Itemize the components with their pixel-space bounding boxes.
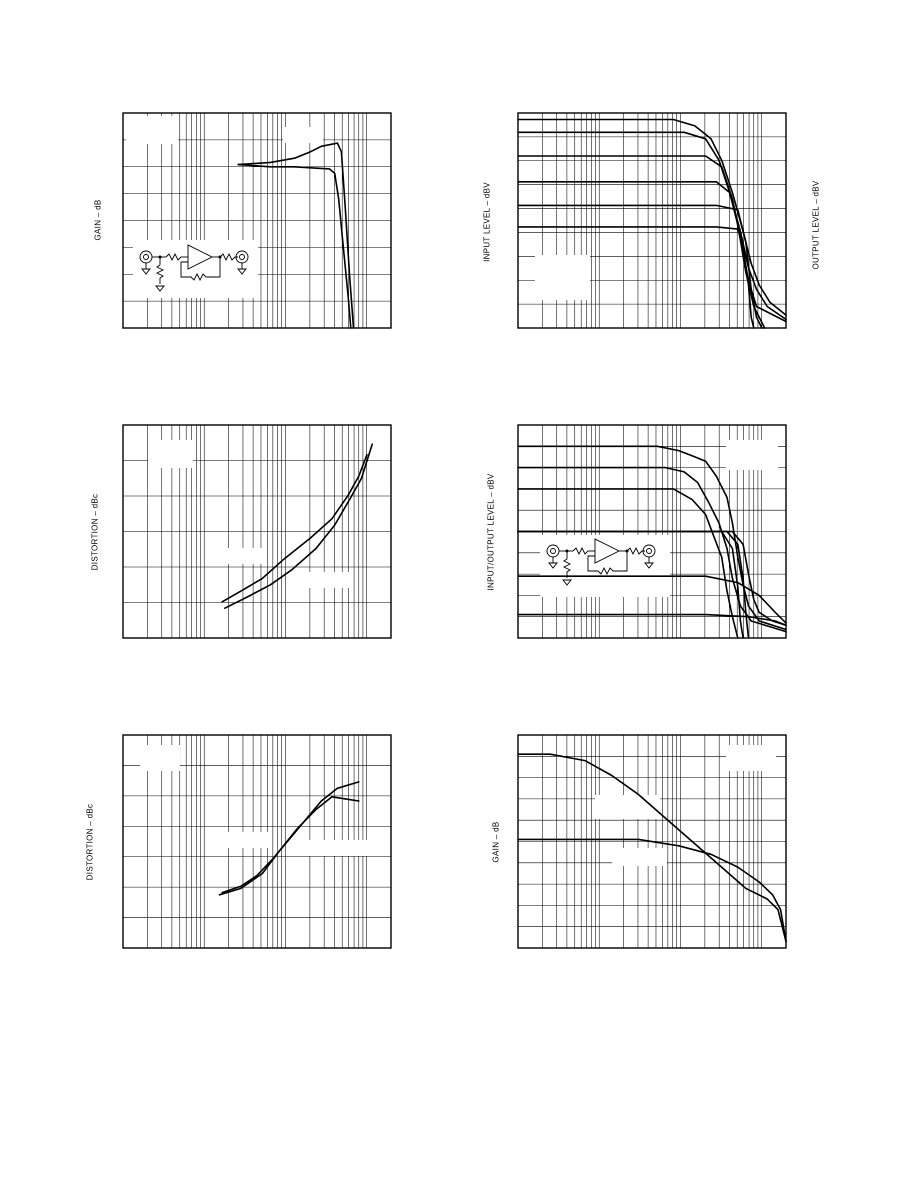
- p1-series-1: [237, 142, 355, 329]
- p2-series-5: [517, 204, 763, 329]
- p4-series-2: [517, 466, 787, 633]
- p3-chart: [122, 424, 392, 639]
- p3-inset: [210, 548, 265, 564]
- p3-inset: [148, 440, 193, 468]
- p1-inset: [133, 240, 258, 298]
- p5-inset: [210, 832, 270, 848]
- amplifier-schematic-icon: [139, 244, 249, 292]
- p4-inset: [726, 440, 778, 470]
- p3-inset: [290, 572, 350, 588]
- p1-inset: [283, 127, 323, 143]
- amplifier-schematic-icon: [546, 538, 656, 586]
- p2-series-6: [517, 226, 755, 329]
- p5-chart: [122, 734, 392, 949]
- p4-series-3: [517, 488, 739, 639]
- p5-inset: [140, 745, 180, 771]
- p1-inset: [126, 116, 178, 144]
- p4-series-7: [517, 575, 787, 624]
- p6-chart: [517, 734, 787, 949]
- p4-chart: [517, 424, 787, 639]
- p3-series-2: [224, 443, 373, 609]
- p4-series-8: [517, 613, 787, 626]
- p6-inset: [595, 795, 660, 819]
- p2-inset: [535, 255, 590, 300]
- p6-series-2: [517, 838, 787, 943]
- p4-series-1: [517, 445, 787, 631]
- p6-inset: [726, 745, 776, 771]
- p2-chart: [517, 112, 787, 329]
- p3-series-1: [221, 454, 368, 603]
- p1-chart: [122, 112, 392, 329]
- p2-series-1: [517, 118, 787, 316]
- p2-plot-frame: [517, 112, 787, 329]
- p5-inset: [300, 840, 370, 856]
- p4-series-6: [517, 530, 744, 639]
- p1-series-2: [237, 163, 352, 329]
- p5-series-2: [218, 796, 360, 896]
- p6-series-1: [517, 753, 787, 943]
- p6-inset: [612, 848, 667, 866]
